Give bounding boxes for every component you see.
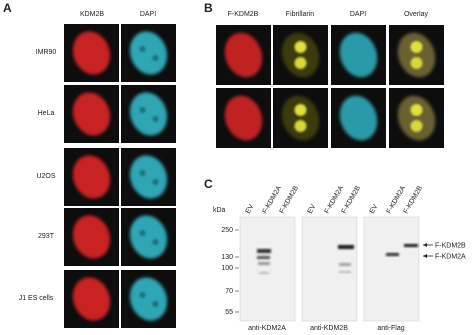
column-header: KDM2B bbox=[80, 11, 104, 18]
band bbox=[257, 256, 270, 259]
column-header: F-KDM2B bbox=[228, 11, 259, 18]
nucleolus bbox=[152, 55, 159, 61]
nucleus bbox=[72, 277, 111, 321]
antibody-label: anti-Flag bbox=[377, 325, 404, 332]
blot bbox=[239, 216, 296, 322]
nucleus bbox=[72, 92, 111, 136]
nucleolus bbox=[410, 57, 423, 69]
band bbox=[386, 253, 399, 256]
nucleolus bbox=[410, 120, 423, 132]
nucleolus bbox=[294, 57, 307, 69]
nucleus bbox=[339, 95, 378, 141]
micrograph bbox=[389, 88, 444, 148]
nucleus bbox=[129, 215, 168, 259]
row-label: U2OS bbox=[36, 173, 55, 180]
nucleolus bbox=[139, 292, 146, 298]
column-header: Fibrillarin bbox=[286, 11, 315, 18]
micrograph bbox=[216, 25, 271, 85]
nucleus bbox=[129, 277, 168, 321]
lane-label: EV bbox=[369, 203, 380, 215]
micrograph bbox=[331, 25, 386, 85]
nucleolus bbox=[294, 41, 307, 53]
micrograph bbox=[331, 88, 386, 148]
blot bbox=[301, 216, 358, 322]
nucleolus bbox=[294, 120, 307, 132]
column-header: Overlay bbox=[404, 11, 429, 18]
nucleolus bbox=[152, 239, 159, 245]
antibody-label: anti-KDM2A bbox=[248, 325, 286, 332]
micrograph bbox=[64, 208, 119, 266]
micrograph bbox=[64, 24, 119, 82]
micrograph bbox=[64, 148, 119, 206]
nucleus bbox=[129, 92, 168, 136]
nucleus bbox=[72, 215, 111, 259]
panel-label: C bbox=[204, 177, 213, 191]
marker-label: 100 bbox=[221, 265, 233, 272]
nucleus bbox=[129, 31, 168, 75]
nucleus bbox=[281, 95, 320, 141]
micrograph bbox=[273, 88, 328, 148]
column-header: DAPI bbox=[350, 11, 366, 18]
marker-label: 250 bbox=[221, 227, 233, 234]
micrograph bbox=[64, 270, 119, 328]
nucleolus bbox=[139, 230, 146, 236]
marker-label: 130 bbox=[221, 254, 233, 261]
lane-label: EV bbox=[307, 203, 318, 215]
micrograph bbox=[121, 148, 176, 206]
nucleolus bbox=[139, 107, 146, 113]
blot bbox=[363, 216, 420, 322]
unit-label: kDa bbox=[213, 207, 226, 214]
nucleus bbox=[224, 95, 263, 141]
band bbox=[339, 263, 351, 266]
nucleolus bbox=[152, 179, 159, 185]
arrow-head bbox=[423, 254, 427, 258]
micrograph bbox=[273, 25, 328, 85]
band-label: F-KDM2B bbox=[435, 243, 466, 250]
nucleus bbox=[397, 95, 436, 141]
column-header: DAPI bbox=[140, 11, 156, 18]
micrograph bbox=[389, 25, 444, 85]
micrograph bbox=[121, 85, 176, 143]
lane-label: EV bbox=[245, 203, 256, 215]
nucleolus bbox=[410, 104, 423, 116]
nucleus bbox=[72, 31, 111, 75]
row-label: 293T bbox=[38, 233, 55, 240]
row-label: IMR90 bbox=[36, 49, 57, 56]
antibody-label: anti-KDM2B bbox=[310, 325, 348, 332]
band bbox=[257, 249, 271, 253]
band bbox=[259, 272, 269, 274]
arrow-head bbox=[423, 243, 427, 247]
nucleus bbox=[224, 32, 263, 78]
nucleolus bbox=[152, 116, 159, 122]
band bbox=[258, 262, 270, 265]
micrograph bbox=[121, 208, 176, 266]
panel-label: A bbox=[3, 1, 12, 15]
nucleus bbox=[281, 32, 320, 78]
micrograph bbox=[216, 88, 271, 148]
panel-label: B bbox=[204, 1, 213, 15]
nucleus bbox=[339, 32, 378, 78]
nucleolus bbox=[410, 41, 423, 53]
nucleus bbox=[129, 155, 168, 199]
row-label: J1 ES cells bbox=[19, 295, 54, 302]
band bbox=[404, 244, 418, 247]
marker-label: 55 bbox=[225, 309, 233, 316]
band bbox=[338, 245, 354, 249]
nucleolus bbox=[139, 170, 146, 176]
nucleolus bbox=[152, 301, 159, 307]
band bbox=[339, 271, 351, 273]
micrograph bbox=[64, 85, 119, 143]
band-label: F-KDM2A bbox=[435, 254, 466, 261]
nucleus bbox=[397, 32, 436, 78]
micrograph bbox=[121, 24, 176, 82]
nucleolus bbox=[139, 46, 146, 52]
nucleolus bbox=[294, 104, 307, 116]
marker-label: 70 bbox=[225, 288, 233, 295]
nucleus bbox=[72, 155, 111, 199]
row-label: HeLa bbox=[38, 110, 55, 117]
micrograph bbox=[121, 270, 176, 328]
